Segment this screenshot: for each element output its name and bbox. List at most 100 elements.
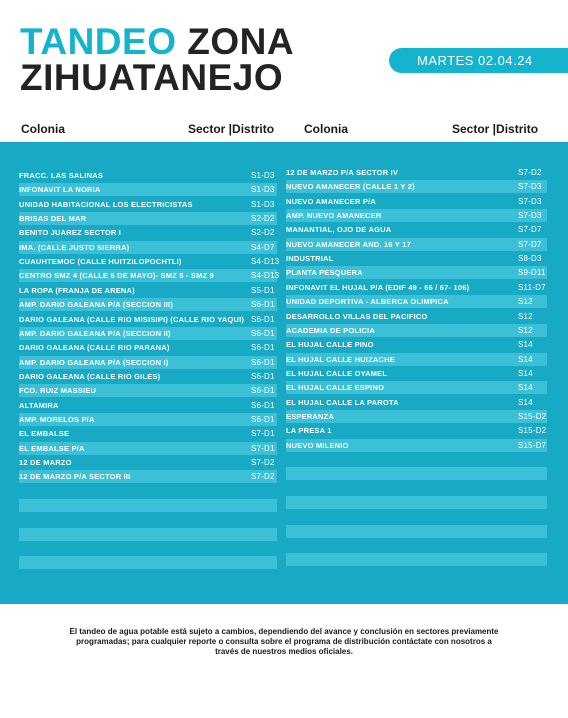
colonia-name: DESARROLLO VILLAS DEL PACIFICO — [286, 311, 428, 321]
schedule-row: INFONAVIT LA NORIA S1-D3 — [19, 183, 277, 196]
row-stripe — [19, 212, 277, 226]
colonia-name: LA PRESA 1 — [286, 426, 332, 436]
schedule-row: CUAUHTEMOC (CALLE HUITZILOPOCHTLI) S4-D13 — [19, 255, 280, 268]
sector-code: S7-D3 — [518, 196, 542, 206]
row-stripe — [19, 384, 277, 398]
sector-code: S12 — [518, 297, 533, 307]
sector-code: S4-D13 — [251, 271, 280, 281]
title-line-2: ZIHUATANEJO — [20, 57, 284, 98]
column-header-sector-left: Sector |Distrito — [188, 122, 275, 136]
colonia-name: 12 DE MARZO — [19, 458, 72, 467]
row-stripe — [19, 527, 277, 541]
schedule-row: AMP. DARIO GALEANA P/A (SECCION III) S6-D… — [19, 298, 277, 311]
colonia-name: ESPERANZA — [286, 411, 335, 421]
row-stripe — [19, 269, 277, 283]
schedule-row: CENTRO SMZ 4 (CALLE 5 DE MAYO)- SMZ 5 - … — [19, 269, 280, 282]
row-stripe — [286, 524, 547, 538]
row-stripe — [19, 183, 277, 197]
schedule-row: PLANTA PESQUERA S9-D11 — [286, 266, 547, 279]
sector-code: S6-D1 — [251, 343, 275, 353]
row-stripe — [19, 355, 277, 369]
schedule-row: EL HUJAL CALLE ESPINO S14 — [286, 381, 547, 394]
schedule-row: INFONAVIT EL HUJAL P/A (EDIF 49 - 66 / 6… — [286, 281, 547, 294]
row-stripe — [286, 295, 547, 309]
colonia-name: DARIO GALEANA (CALLE RIO MISISIPI) (CALL… — [19, 314, 245, 324]
schedule-row: EL HUJAL CALLE OYAMEL S14 — [286, 367, 547, 380]
colonia-name: AMP. MORELOS P/A — [19, 414, 95, 424]
colonia-name: AMP. DARIO GALEANA P/A (SECCION I) — [19, 357, 169, 367]
colonia-name: ACADEMIA DE POLICIA — [286, 325, 375, 335]
sector-code: S6-D1 — [251, 386, 275, 396]
colonia-name: UNIDAD HABITACIONAL LOS ELECTRICISTAS — [19, 199, 193, 209]
title-word-tandeo: TANDEO — [20, 21, 177, 62]
schedule-row: LA ROPA (FRANJA DE ARENA) S5-D1 — [19, 284, 277, 297]
colonia-name: INDUSTRIAL — [286, 254, 334, 264]
sector-code: S6-D1 — [251, 371, 275, 381]
schedule-row: NUEVO MILENIO S15-D7 — [286, 439, 547, 452]
sector-code: S7-D2 — [251, 472, 275, 482]
column-header-colonia-right: Colonia — [304, 122, 348, 136]
title-line-1: TANDEO ZONA — [20, 21, 295, 62]
colonia-name: FRACC. LAS SALINAS — [19, 171, 104, 180]
sector-code: S5-D1 — [251, 285, 275, 295]
schedule-row: ESPERANZA S15-D2 — [286, 410, 547, 423]
sector-code: S14 — [518, 340, 533, 350]
sector-code: S14 — [518, 397, 533, 407]
sector-code: S1-D3 — [251, 185, 275, 195]
row-stripe — [286, 323, 547, 337]
row-stripe — [286, 266, 547, 280]
colonia-name: NUEVO AMANECER (CALLE 1 Y 2) — [286, 182, 415, 192]
sector-code: S15-D2 — [518, 426, 547, 436]
schedule-row: AMP. DARIO GALEANA P/A (SECCION II) S6-D1 — [19, 327, 277, 340]
row-stripe — [19, 412, 277, 426]
colonia-name: NUEVO MILENIO — [286, 440, 349, 450]
colonia-name: UNIDAD DEPORTIVA - ALBERCA OLIMPICA — [286, 297, 449, 307]
title-word-zona: ZONA — [187, 21, 295, 62]
schedule-row: UNIDAD HABITACIONAL LOS ELECTRICISTAS S1-… — [19, 198, 277, 211]
schedule-row: AMP. NUEVO AMANECER S7-D3 — [286, 209, 547, 222]
colonia-name: BENITO JUAREZ SECTOR I — [19, 228, 122, 238]
schedule-row: FRACC. LAS SALINAS S1-D3 — [19, 169, 277, 182]
schedule-row: NUEVO AMANECER (CALLE 1 Y 2) S7-D3 — [286, 180, 547, 193]
colonia-name: CENTRO SMZ 4 (CALLE 5 DE MAYO)- SMZ 5 - … — [19, 271, 214, 281]
sector-code: S2-D2 — [251, 214, 275, 224]
schedule-row: EL HUJAL CALLE HUIZACHE S14 — [286, 353, 547, 366]
colonia-name: LA ROPA (FRANJA DE ARENA) — [19, 285, 135, 295]
colonia-name: AMP. DARIO GALEANA P/A (SECCION II) — [19, 328, 171, 338]
schedule-row: DARIO GALEANA (CALLE RIO MISISIPI) (CALL… — [19, 313, 277, 326]
schedule-row: AMP. MORELOS P/A S6-D1 — [19, 413, 277, 426]
disclaimer-line-3: través de nuestros medios oficiales. — [215, 647, 353, 656]
sector-code: S6-D1 — [251, 314, 275, 324]
colonia-name: EL HUJAL CALLE HUIZACHE — [286, 354, 395, 364]
colonia-name: ALTAMIRA — [19, 400, 59, 410]
sector-code: S4-D7 — [251, 242, 275, 252]
sector-code: S4-D13 — [251, 257, 280, 267]
colonia-name: BRISAS DEL MAR — [19, 214, 87, 224]
row-stripe — [286, 352, 547, 366]
row-stripe — [19, 499, 277, 513]
schedule-row: UNIDAD DEPORTIVA - ALBERCA OLIMPICA S12 — [286, 295, 547, 308]
colonia-name: FCO. RUIZ MASSIEU — [19, 386, 97, 396]
sector-code: S6-D1 — [251, 414, 275, 424]
sector-code: S7-D2 — [251, 458, 275, 467]
colonia-name: PLANTA PESQUERA — [286, 268, 363, 278]
row-stripe — [19, 441, 277, 455]
schedule-row: BRISAS DEL MAR S2-D2 — [19, 212, 277, 225]
schedule-row: AMP. DARIO GALEANA P/A (SECCION I) S6-D1 — [19, 356, 277, 369]
sector-code: S14 — [518, 354, 533, 364]
schedule-panel: FRACC. LAS SALINAS S1-D3 INFONAVIT LA NORI… — [0, 142, 568, 604]
row-stripe — [19, 240, 277, 254]
sector-code: S7-D1 — [251, 429, 275, 439]
sector-code: S15-D2 — [518, 411, 547, 421]
colonia-name: DARIO GALEANA (CALLE RIO GILES) — [19, 371, 161, 381]
sector-code: S7-D7 — [518, 239, 542, 249]
sector-code: S7-D1 — [251, 443, 275, 453]
row-stripe — [286, 381, 547, 395]
disclaimer-line-2: programadas; para cualquier reporte o co… — [76, 637, 492, 646]
sector-code: S7-D3 — [518, 211, 542, 221]
colonia-name: IMA. (CALLE JUSTO SIERRA) — [19, 242, 130, 252]
colonia-name: EL EMBALSE — [19, 429, 70, 439]
row-stripe — [286, 467, 547, 481]
sector-code: S7-D2 — [518, 168, 542, 177]
schedule-row: INDUSTRIAL S8-D3 — [286, 252, 547, 265]
